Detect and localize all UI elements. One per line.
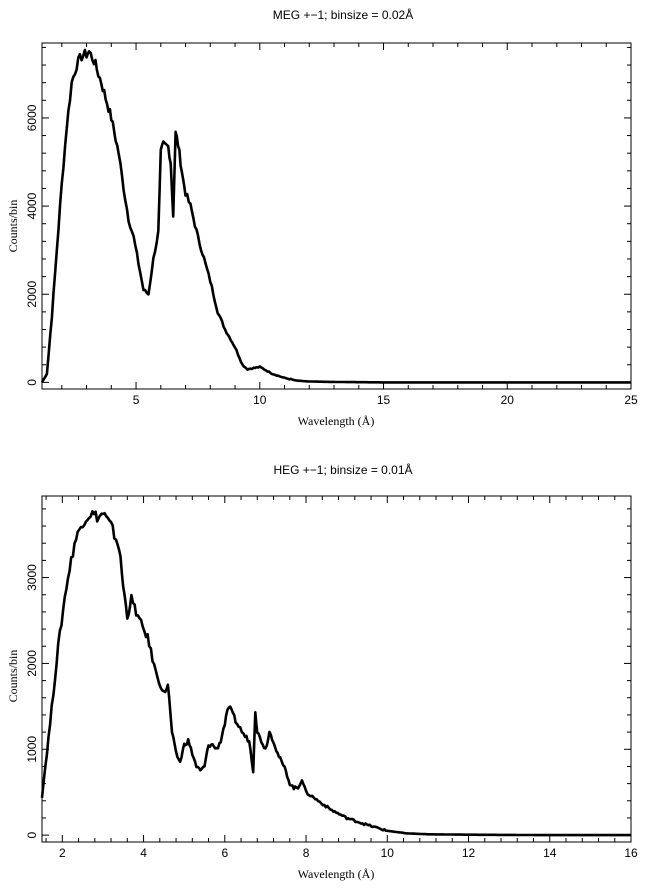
heg-y-tick-label: 0 <box>25 831 39 838</box>
meg-y-axis-label: Counts/bin <box>6 200 20 253</box>
meg-chart-title: MEG +−1; binsize = 0.02Å <box>273 7 413 22</box>
heg-y-tick-label: 3000 <box>25 564 39 591</box>
heg-tick-labels: 2 4 6 8 10 12 14 16 0 1000 2000 3000 <box>25 564 638 860</box>
heg-plot-frame <box>41 495 632 843</box>
meg-x-axis-label: Wavelength (Å) <box>298 414 375 428</box>
heg-x-tick-label: 14 <box>543 846 557 860</box>
heg-x-axis-label: Wavelength (Å) <box>298 867 375 881</box>
meg-x-tick-label: 15 <box>377 393 391 407</box>
meg-x-tick-label: 5 <box>133 393 140 407</box>
heg-x-tick-label: 6 <box>221 846 228 860</box>
heg-chart-panel: HEG +−1; binsize = 0.01Å 2 4 6 8 10 12 14 16 0 10… <box>6 462 638 881</box>
meg-y-tick-label: 2000 <box>25 281 39 308</box>
meg-plot-frame <box>41 42 632 390</box>
meg-ticks <box>42 43 632 389</box>
meg-y-tick-label: 6000 <box>25 104 39 131</box>
heg-y-axis-label: Counts/bin <box>6 650 20 703</box>
heg-x-tick-label: 8 <box>303 846 310 860</box>
heg-spectrum-line <box>40 510 631 837</box>
heg-chart-title: HEG +−1; binsize = 0.01Å <box>273 462 412 477</box>
heg-x-tick-label: 10 <box>381 846 395 860</box>
meg-tick-labels: 5 10 15 20 25 0 2000 4000 6000 <box>25 104 638 407</box>
meg-y-tick-label: 4000 <box>25 192 39 219</box>
heg-x-tick-label: 4 <box>140 846 147 860</box>
heg-x-tick-label: 2 <box>59 846 66 860</box>
heg-x-tick-label: 12 <box>462 846 476 860</box>
heg-ticks <box>42 496 632 842</box>
meg-x-tick-label: 20 <box>501 393 515 407</box>
heg-y-tick-label: 1000 <box>25 736 39 763</box>
meg-y-tick-label: 0 <box>25 379 39 386</box>
meg-spectrum-line <box>40 48 631 384</box>
meg-x-tick-label: 25 <box>624 393 638 407</box>
heg-y-tick-label: 2000 <box>25 650 39 677</box>
heg-x-tick-label: 16 <box>624 846 638 860</box>
meg-chart-panel: MEG +−1; binsize = 0.02Å 5 10 15 20 25 0 2000 4… <box>6 7 638 428</box>
meg-x-tick-label: 10 <box>253 393 267 407</box>
